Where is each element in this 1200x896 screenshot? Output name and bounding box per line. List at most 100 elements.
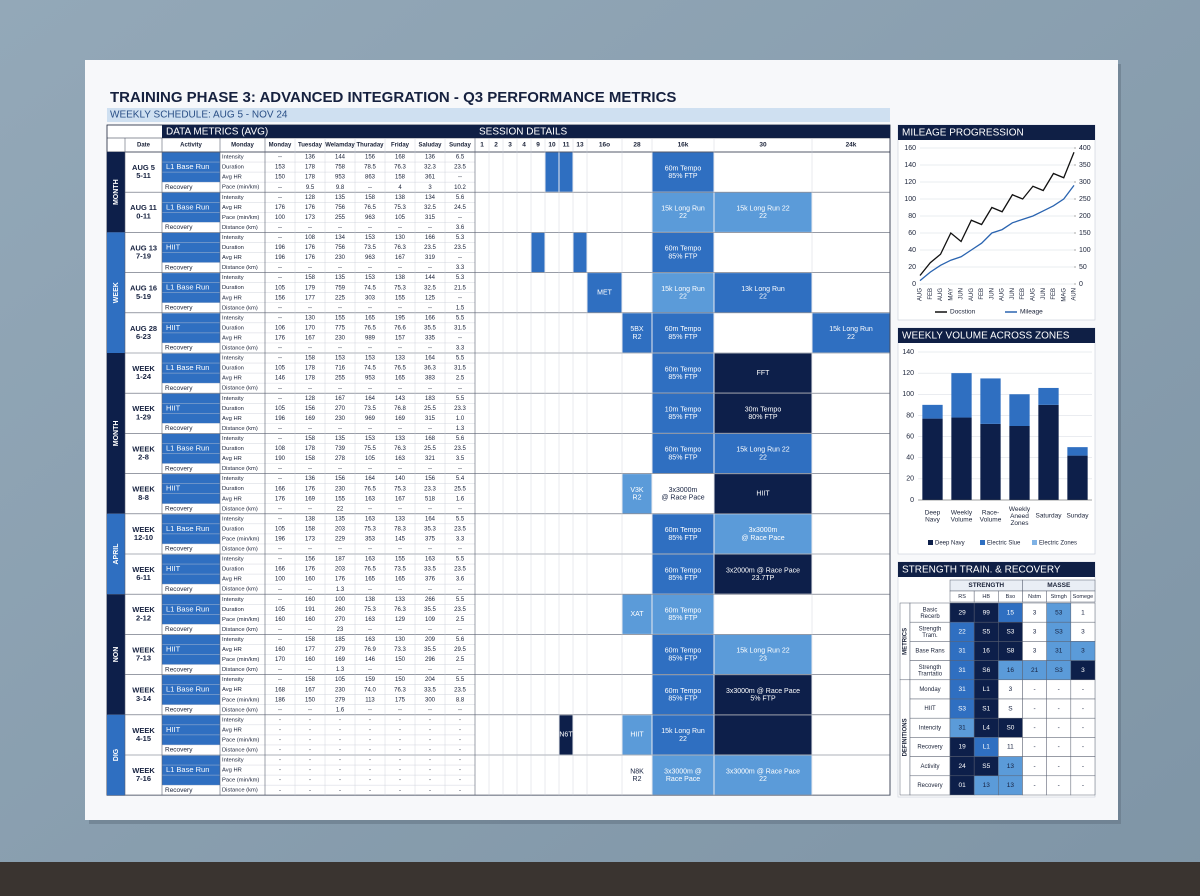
column-header: RS [958, 594, 966, 600]
legend-label: Electric Zones [1039, 541, 1077, 547]
y2-tick-label: 200 [1079, 213, 1091, 220]
matrix-value: - [1033, 782, 1035, 789]
metric-value: - [429, 788, 431, 794]
metric-label: Distance (km) [222, 305, 258, 311]
metric-value: - [459, 727, 461, 733]
column-header: Strngh [1051, 594, 1067, 600]
panel-title: WEEKLY VOLUME ACROSS ZONES [902, 331, 1070, 342]
session-text: 60m Tempo 85% FTP [665, 165, 702, 180]
metric-label: Distance (km) [222, 506, 258, 512]
metric-value: 135 [335, 275, 346, 281]
recovery-label: Recovery [165, 264, 193, 271]
week-date: WEEK 1-29 [132, 404, 155, 421]
metric-value: 105 [275, 607, 286, 613]
metric-label: Avg HR [222, 335, 242, 341]
band-label: MONTH [113, 179, 120, 205]
session-cell [652, 353, 714, 393]
activity-cell [162, 433, 220, 464]
matrix-value: - [1058, 725, 1060, 732]
metric-value: -- [458, 295, 462, 301]
matrix-value: 3 [1081, 629, 1085, 636]
metric-value: 953 [365, 376, 376, 382]
session-cell [714, 514, 812, 554]
column-header: Date [137, 143, 151, 149]
metric-value: -- [338, 547, 342, 553]
bar [980, 423, 1001, 500]
session-text: 3x3000m @ Race Pace [664, 768, 702, 783]
metric-value: -- [308, 346, 312, 352]
metric-value: - [429, 758, 431, 764]
band [107, 232, 125, 353]
metric-value: 176 [335, 577, 346, 583]
metric-value: 144 [425, 275, 436, 281]
metric-value: - [339, 717, 341, 723]
metric-value: 31.5 [454, 325, 466, 331]
y-tick-label: 40 [906, 455, 914, 462]
session-column-header: 11 [563, 142, 570, 149]
metric-value: 23.5 [454, 567, 466, 573]
matrix-value: 11 [1007, 744, 1014, 751]
session-text: 3x3000m @ Race Pace [741, 527, 784, 542]
metric-value: 109 [425, 617, 436, 623]
metric-value: 278 [335, 456, 346, 462]
metric-value: - [339, 727, 341, 733]
bar [1038, 387, 1059, 405]
metric-value: 73.3 [394, 647, 406, 653]
metric-value: 76.3 [394, 165, 406, 171]
metric-label: Pace (min/km) [222, 657, 259, 663]
x-tick-label: JUN [1041, 288, 1047, 300]
session-cell [714, 554, 812, 594]
session-text: 15k Long Run 22 [661, 205, 705, 220]
matrix-value: 13 [1007, 763, 1015, 770]
matrix-value: 31 [958, 686, 966, 693]
column-header: Activity [180, 143, 202, 149]
metric-value: 296 [425, 657, 436, 663]
metric-value: -- [278, 265, 282, 271]
metric-label: Avg HR [222, 175, 242, 181]
y-tick-label: 120 [904, 179, 916, 186]
matrix-value: 3 [1033, 609, 1037, 616]
metric-label: Avg HR [222, 255, 242, 261]
metric-value: -- [278, 516, 282, 522]
metric-value: 209 [425, 637, 436, 643]
metric-value: 279 [335, 647, 346, 653]
metric-value: 300 [425, 697, 436, 703]
metric-value: -- [278, 557, 282, 563]
metric-value: -- [308, 466, 312, 472]
session-cell [714, 474, 812, 514]
session-cell [587, 273, 622, 313]
matrix-value: L1 [983, 744, 991, 751]
activity: L1 Base Run [166, 363, 209, 372]
metric-value: - [309, 727, 311, 733]
y2-tick-label: 400 [1079, 145, 1091, 152]
activity-cell [162, 634, 220, 665]
metric-value: -- [368, 627, 372, 633]
session-text: FFT [757, 370, 771, 377]
metric-value: - [309, 778, 311, 784]
metric-value: 5.6 [456, 436, 465, 442]
metric-value: 179 [305, 285, 316, 291]
metric-value: -- [458, 175, 462, 181]
metric-value: 105 [395, 215, 406, 221]
activity: L1 Base Run [166, 604, 209, 613]
metric-value: 130 [395, 235, 406, 241]
activity-cell [162, 554, 220, 585]
metric-value: -- [398, 426, 402, 432]
y2-tick-label: 300 [1079, 179, 1091, 186]
session-cell [714, 755, 812, 795]
metric-value: 176 [305, 567, 316, 573]
metric-value: 270 [335, 406, 346, 412]
metric-value: 21.5 [454, 285, 466, 291]
metric-label: Avg HR [222, 687, 242, 693]
legend-label: Deep Navy [935, 541, 965, 547]
activity: HIIT [166, 644, 181, 653]
activity: HIIT [166, 484, 181, 493]
matrix-value: - [1033, 705, 1035, 712]
session-text: 60m Tempo 85% FTP [665, 688, 702, 703]
metric-value: -- [428, 587, 432, 593]
bar [1038, 404, 1059, 500]
metric-value: 186 [275, 697, 286, 703]
y-tick-label: 140 [902, 349, 914, 356]
metric-value: 5.5 [456, 557, 465, 563]
metric-value: 75.3 [364, 526, 376, 532]
